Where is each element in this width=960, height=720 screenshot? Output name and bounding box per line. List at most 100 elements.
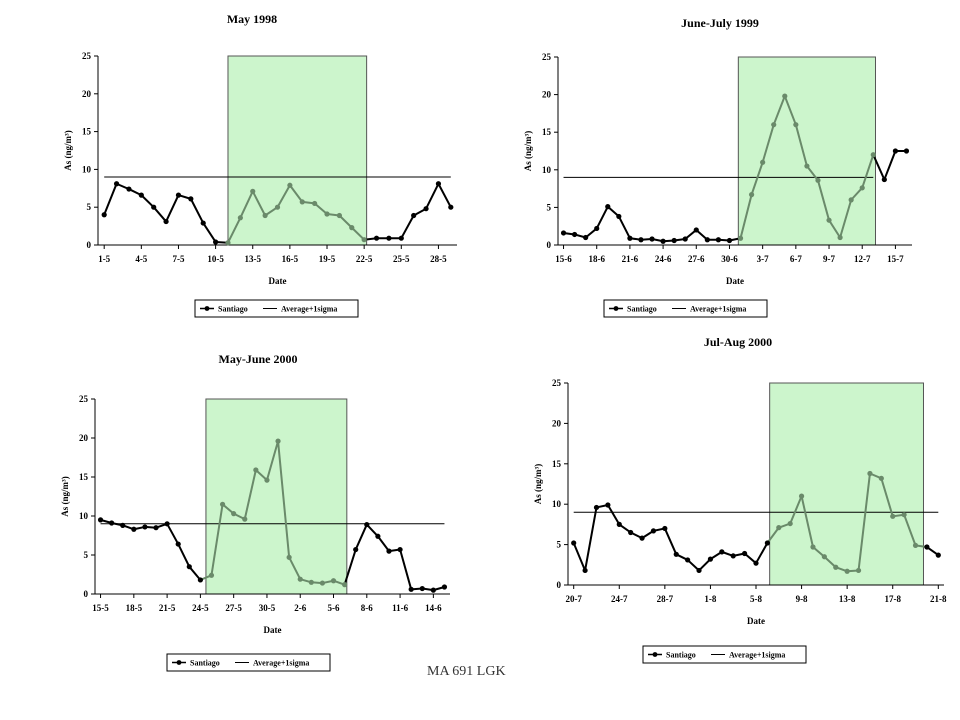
data-point [186,564,192,570]
y-tick-label: 20 [79,433,89,443]
x-tick-label: 27-5 [225,603,242,613]
data-point [605,502,611,508]
y-tick-label: 5 [87,202,92,212]
series-santiago-segment [698,558,712,572]
data-point [353,546,359,553]
data-point [753,560,759,566]
data-point [867,470,873,477]
x-tick-label: 24-5 [192,603,209,613]
data-point [101,212,107,218]
x-tick-label: 2-6 [294,603,306,613]
data-point [627,235,633,241]
highlight-window [769,382,924,586]
data-point [175,192,182,198]
x-axis-label: Date [726,276,744,286]
data-point [142,524,148,530]
series-santiago-segment [839,198,853,239]
series-santiago-segment [288,184,304,203]
x-tick-label: 9-7 [823,254,835,264]
x-axis-label: Date [747,616,765,626]
data-point [336,212,342,219]
y-tick-label: 0 [557,580,562,590]
y-tick-label: 15 [79,472,89,482]
data-point [730,553,736,559]
data-point [628,529,634,536]
data-point [287,182,293,188]
data-point [726,237,733,244]
data-point [571,231,578,238]
data-point [324,211,330,217]
legend-santiago-marker [652,652,658,657]
legend: Santiago Average+1sigma [642,645,807,664]
chart-title: May-June 2000 [219,352,298,366]
y-tick-label: 0 [87,240,92,250]
data-point [901,512,907,518]
series-santiago-segment [766,526,780,544]
data-point [826,217,832,223]
data-point [715,237,722,243]
data-point [113,181,120,187]
y-tick-label: 10 [82,164,92,174]
legend-santiago-marker [613,306,619,311]
legend-santiago-label: Santiago [666,651,696,660]
data-point [423,206,429,212]
series-santiago-segment [794,123,808,168]
chart-panel: May-June 2000 0 5 10 15 20 25 15-5 18-5 21-5 24-5 2… [60,352,450,672]
data-point [441,584,448,590]
data-point [188,196,194,202]
series-santiago-segment [152,206,168,223]
data-point [815,177,821,183]
series-santiago-segment [140,194,155,209]
data-point [419,585,425,592]
data-point [924,544,930,550]
x-tick-label: 21-8 [930,594,947,604]
data-point [742,550,748,557]
data-point [782,93,788,99]
y-tick-label: 10 [79,511,89,521]
series-santiago-segment [789,495,803,525]
data-point [397,546,403,553]
data-point [342,582,348,588]
data-point [126,186,132,192]
legend-average-label: Average+1sigma [253,659,309,668]
x-tick-label: 18-6 [588,254,605,264]
series-santiago-segment [400,214,415,240]
data-point [250,188,256,194]
data-point [448,204,454,210]
y-tick-label: 10 [552,499,562,509]
series-santiago-segment [816,179,831,222]
y-axis-label: As (ng/m³) [60,476,70,516]
series-santiago-segment [188,565,202,581]
data-point [411,212,417,219]
data-point [237,215,243,221]
data-point [319,580,326,586]
y-tick-label: 25 [542,52,552,62]
legend: Santiago Average+1sigma [166,653,331,672]
data-point [776,525,782,531]
x-tick-label: 15-7 [887,254,904,264]
x-tick-label: 5-6 [328,603,340,613]
data-point [760,159,766,165]
y-tick-label: 10 [542,165,552,175]
series-santiago-segment [663,527,678,556]
data-point [848,197,854,203]
legend-santiago-label: Santiago [218,305,248,314]
chart-title: June-July 1999 [681,16,759,30]
data-point [560,230,567,236]
data-point [693,227,699,233]
x-tick-label: 13-8 [839,594,856,604]
data-point [262,212,268,219]
series-santiago-segment [800,495,814,549]
y-tick-label: 5 [84,550,89,560]
data-point [859,185,865,191]
data-point [286,554,292,560]
y-axis-label: As (ng/m³) [63,130,73,170]
series-santiago-segment [857,472,871,572]
x-tick-label: 22-5 [356,254,373,264]
series-santiago-segment [739,193,753,240]
series-santiago-segment [350,226,366,241]
data-point [253,467,259,473]
data-point [430,587,436,593]
x-tick-label: 16-5 [282,254,299,264]
data-point [153,525,159,531]
